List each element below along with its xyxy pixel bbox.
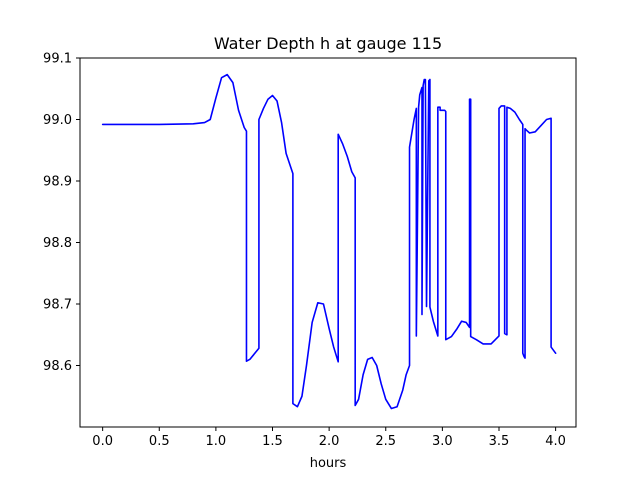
y-tick-label: 99.1	[43, 52, 72, 67]
x-tick-label: 3.5	[489, 434, 510, 449]
chart-title: Water Depth h at gauge 115	[214, 34, 442, 53]
x-tick-label: 2.5	[375, 434, 396, 449]
x-tick-label: 0.5	[149, 434, 170, 449]
y-axis: 98.6 98.7 98.8 98.9 99.0 99.1	[43, 52, 80, 374]
x-axis: 0.0 0.5 1.0 1.5 2.0 2.5 3.0 3.5 4.0	[92, 427, 566, 449]
y-tick-label: 98.9	[43, 175, 72, 190]
x-tick-label: 0.0	[92, 434, 113, 449]
x-tick-label: 2.0	[319, 434, 340, 449]
y-tick-label: 98.6	[43, 359, 72, 374]
plot-frame	[79, 57, 577, 428]
y-tick-label: 98.8	[43, 236, 72, 251]
plot-area	[101, 73, 557, 410]
x-tick-label: 4.0	[545, 434, 566, 449]
x-tick-label: 3.0	[432, 434, 453, 449]
series-line-0	[101, 73, 557, 410]
y-tick-label: 98.7	[43, 298, 72, 313]
x-axis-label: hours	[310, 456, 347, 471]
x-tick-label: 1.0	[206, 434, 227, 449]
x-tick-label: 1.5	[262, 434, 283, 449]
y-tick-label: 99.0	[43, 113, 72, 128]
